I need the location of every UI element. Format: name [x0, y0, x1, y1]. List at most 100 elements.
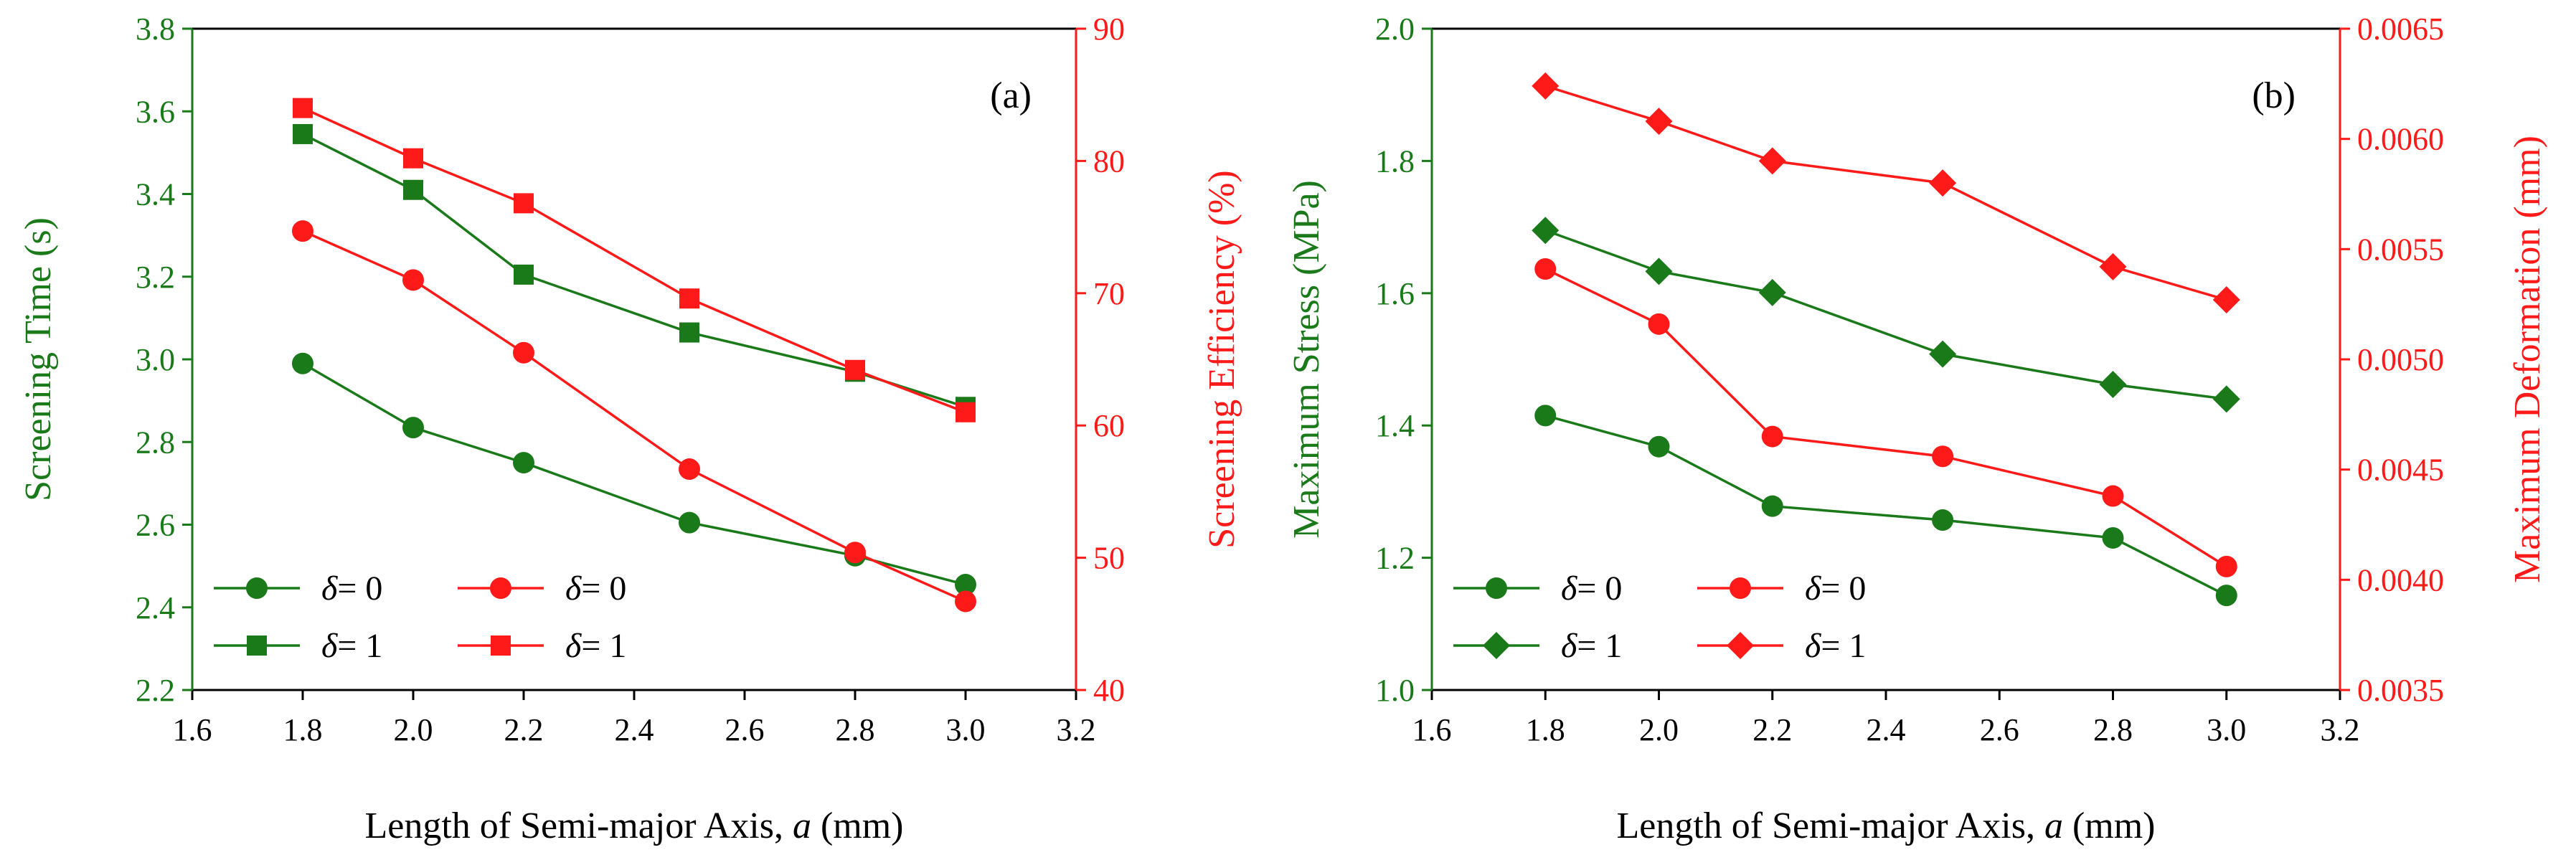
data-point	[403, 179, 423, 200]
x-tick-label: 3.0	[2207, 712, 2246, 747]
x-tick-label: 2.8	[2093, 712, 2133, 747]
left-y-tick-label: 3.2	[136, 260, 175, 295]
data-point	[1929, 340, 1957, 368]
legend-marker	[491, 635, 511, 656]
right-y-tick-label: 0.0060	[2357, 122, 2444, 157]
data-point	[679, 288, 699, 309]
data-point	[1758, 278, 1786, 306]
legend-marker	[1483, 632, 1510, 659]
data-point	[2102, 485, 2124, 507]
left-y-tick-label: 2.6	[136, 508, 175, 543]
right-y-tick-label: 0.0045	[2357, 453, 2444, 488]
data-point	[2212, 286, 2240, 314]
data-point	[402, 269, 424, 291]
legend-delta-symbol: δ	[1561, 570, 1577, 608]
data-point	[2215, 555, 2237, 577]
x-axis-title-variable: a	[2044, 805, 2063, 846]
data-point	[956, 402, 976, 422]
series-right-diamond	[1532, 72, 2240, 314]
x-tick-label: 1.8	[1526, 712, 1565, 747]
data-point	[292, 352, 313, 374]
series-line	[1544, 85, 2227, 301]
legend-label: δ= 1	[321, 627, 382, 665]
data-point	[293, 123, 313, 144]
series-right-circle	[292, 220, 976, 613]
legend-delta-value: = 1	[1577, 627, 1622, 665]
x-tick-label: 2.0	[1639, 712, 1679, 747]
left-y-axis-title: Maximum Stress (MPa)	[1286, 180, 1327, 539]
left-y-tick-label: 1.0	[1375, 673, 1415, 708]
right-y-tick-label: 0.0055	[2357, 232, 2444, 267]
x-tick-label: 2.0	[394, 712, 433, 747]
legend-delta-value: = 0	[581, 570, 626, 608]
right-y-tick-label: 60	[1093, 408, 1125, 443]
right-y-axis-title: Maximum Deformation (mm)	[2507, 136, 2548, 583]
data-point	[293, 98, 313, 118]
data-point	[2215, 585, 2237, 607]
left-y-tick-label: 2.8	[136, 425, 175, 460]
legend-item: δ= 1	[1453, 627, 1622, 665]
data-point	[513, 341, 534, 364]
legend-label: δ= 0	[565, 570, 626, 608]
data-point	[1932, 445, 1954, 468]
legend-label: δ= 1	[1561, 627, 1622, 665]
legend-marker	[1730, 577, 1751, 599]
x-axis-title-suffix: (mm)	[2063, 805, 2156, 846]
x-tick-label: 2.4	[1867, 712, 1906, 747]
right-y-tick-label: 70	[1093, 276, 1125, 311]
x-tick-label: 2.8	[836, 712, 875, 747]
legend-delta-symbol: δ	[1805, 570, 1821, 608]
data-point	[1929, 169, 1957, 197]
series-line	[302, 133, 966, 408]
legend-label: δ= 1	[1805, 627, 1866, 665]
left-y-tick-label: 2.0	[1375, 11, 1415, 47]
legend-marker	[1486, 577, 1507, 599]
x-tick-label: 1.8	[283, 712, 323, 747]
data-point	[1761, 425, 1783, 448]
right-y-tick-label: 0.0035	[2357, 673, 2444, 708]
legend-label: δ= 0	[1805, 570, 1866, 608]
legend-marker	[246, 577, 268, 599]
left-y-tick-label: 3.8	[136, 11, 175, 47]
legend-delta-value: = 0	[1577, 570, 1622, 608]
right-y-tick-label: 90	[1093, 11, 1125, 47]
x-axis-title: Length of Semi-major Axis, a (mm)	[1616, 805, 2155, 846]
legend-delta-symbol: δ	[565, 627, 582, 665]
panel-label: (a)	[990, 75, 1032, 116]
legend-delta-value: = 0	[337, 570, 382, 608]
x-axis-title-variable: a	[793, 805, 811, 846]
x-axis-title-prefix: Length of Semi-major Axis,	[364, 805, 792, 846]
data-point	[1932, 509, 1954, 531]
x-axis-title-prefix: Length of Semi-major Axis,	[1616, 805, 2044, 846]
data-point	[2099, 252, 2127, 280]
data-point	[403, 148, 423, 169]
left-y-tick-label: 3.6	[136, 94, 175, 129]
series-left-square	[293, 123, 976, 417]
x-tick-label: 2.6	[725, 712, 765, 747]
data-point	[2099, 371, 2127, 399]
x-tick-label: 2.2	[1752, 712, 1792, 747]
data-point	[2212, 385, 2240, 413]
series-line	[302, 230, 966, 603]
right-y-tick-label: 80	[1093, 143, 1125, 179]
data-point	[1761, 495, 1783, 517]
legend-delta-symbol: δ	[321, 627, 338, 665]
legend: δ= 0δ= 1δ= 0δ= 1	[214, 570, 626, 665]
right-y-tick-label: 0.0050	[2357, 342, 2444, 377]
x-tick-label: 2.6	[1980, 712, 2019, 747]
right-y-axis-title: Screening Efficiency (%)	[1202, 170, 1242, 548]
data-point	[955, 574, 976, 596]
right-y-tick-label: 0.0040	[2357, 562, 2444, 597]
series-line	[302, 362, 966, 586]
left-y-tick-label: 1.2	[1375, 541, 1415, 576]
data-point	[1645, 257, 1673, 285]
legend-label: δ= 0	[1561, 570, 1622, 608]
left-y-tick-label: 2.2	[136, 673, 175, 708]
legend-item: δ= 0	[1697, 570, 1866, 608]
series-line	[1544, 229, 2227, 401]
legend-delta-symbol: δ	[1561, 627, 1577, 665]
left-y-tick-label: 1.8	[1375, 143, 1415, 179]
series-right-square	[293, 98, 976, 422]
left-y-tick-label: 3.4	[136, 177, 175, 212]
